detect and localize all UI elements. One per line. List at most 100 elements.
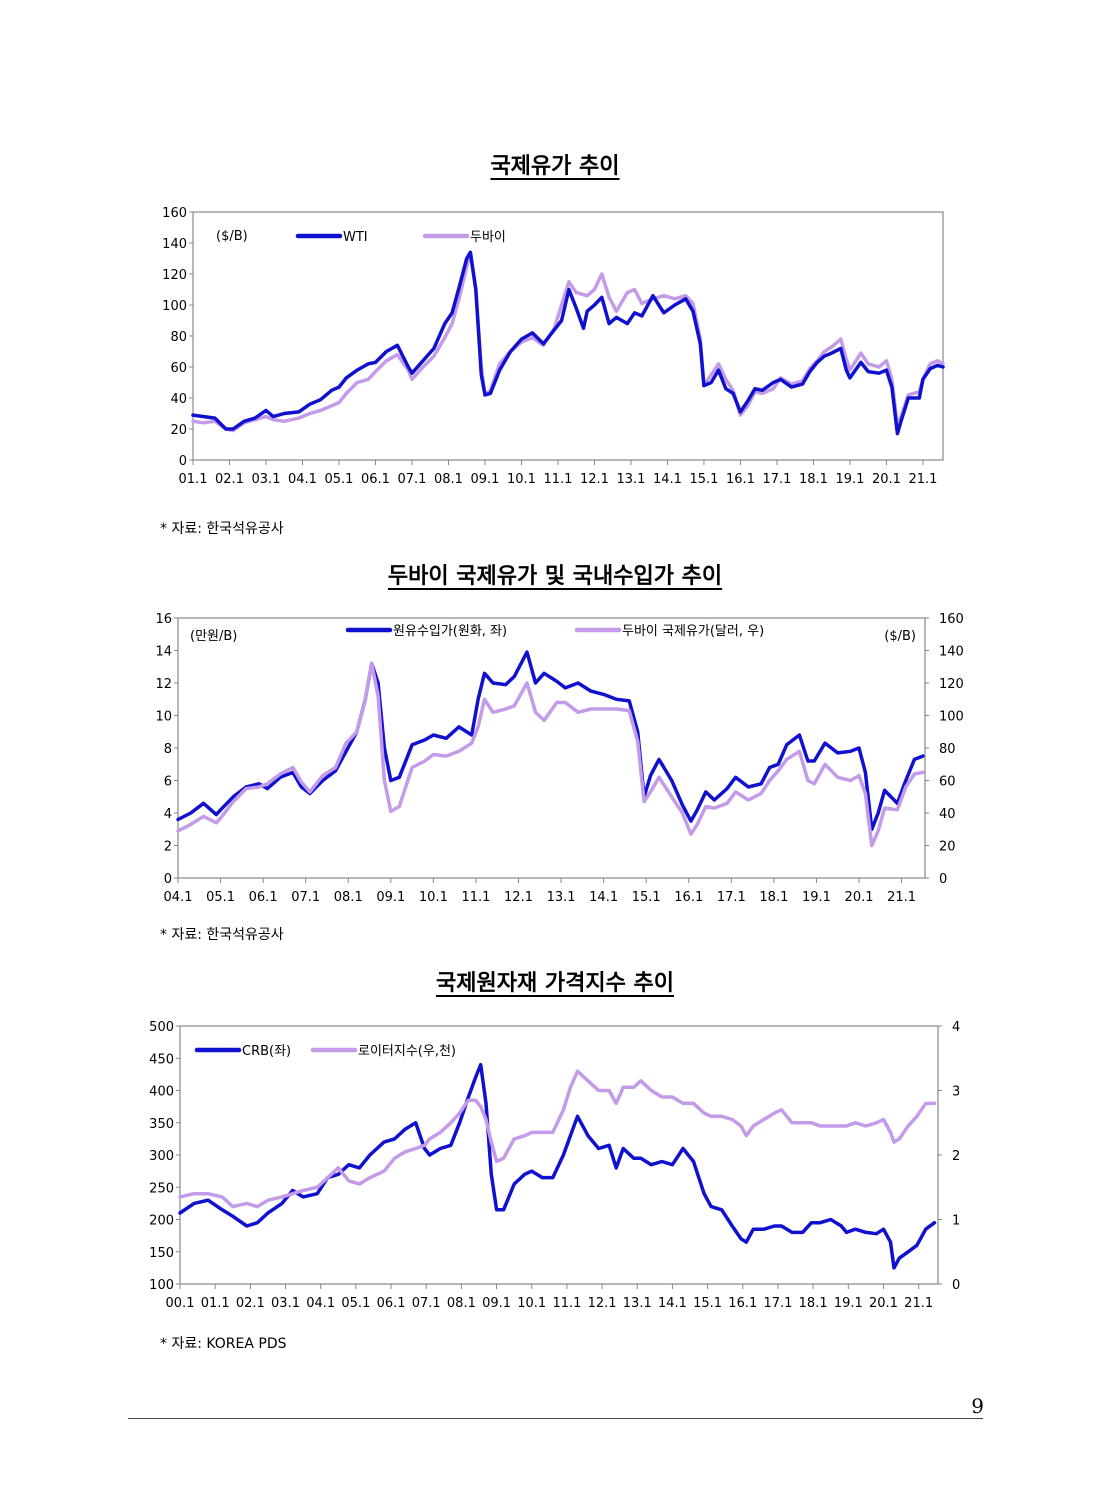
c2-ytick-left: 4 [164,807,172,822]
c3-ytick-right: 2 [952,1149,960,1164]
c3-xtick: 15.1 [693,1296,722,1311]
c3-xtick: 12.1 [588,1296,617,1311]
c2-xtick: 13.1 [547,890,576,905]
c3-xtick: 20.1 [869,1296,898,1311]
c2-ytick-right: 160 [939,612,964,627]
c2-ytick-right: 120 [939,677,964,692]
c1-plot-area [192,211,944,461]
c2-xtick: 10.1 [419,890,448,905]
c2-xtick: 18.1 [759,890,788,905]
c3-legend-label-0: CRB(좌) [242,1044,291,1059]
c3-ytick-right: 1 [952,1214,960,1229]
c3-xtick: 17.1 [763,1296,792,1311]
c2-xtick: 16.1 [674,890,703,905]
c3-series-0-line [178,1062,937,1270]
c1-ytick-left: 100 [162,299,187,314]
c1-xtick: 11.1 [543,472,572,487]
c1-ytick-left: 0 [179,454,187,469]
c2-xtick: 19.1 [802,890,831,905]
c2-xtick: 08.1 [334,890,363,905]
c1-series-1-line [191,250,945,436]
c2-series-0-line [176,650,925,832]
c3-plot-area [179,1025,939,1285]
c3-xtick: 09.1 [482,1296,511,1311]
c3-xtick: 03.1 [271,1296,300,1311]
c1-xtick: 18.1 [799,472,828,487]
c1-xtick: 06.1 [361,472,390,487]
c2-xtick: 15.1 [632,890,661,905]
c1-ytick-left: 20 [170,423,187,438]
c1-xtick: 08.1 [434,472,463,487]
c1-unit-left: ($/B) [216,229,248,244]
c2-xtick: 21.1 [887,890,916,905]
c3-ytick-left: 300 [149,1149,174,1164]
c3-ytick-left: 450 [149,1052,174,1067]
c3-legend-label-1: 로이터지수(우,천) [358,1044,456,1059]
c3-xtick: 01.1 [201,1296,230,1311]
c3-xtick: 21.1 [904,1296,933,1311]
c3-xtick: 14.1 [658,1296,687,1311]
c3-xtick: 11.1 [552,1296,581,1311]
c2-xtick: 06.1 [249,890,278,905]
c2-xtick: 14.1 [589,890,618,905]
c2-xtick: 11.1 [461,890,490,905]
c1-xtick: 01.1 [179,472,208,487]
c1-ytick-left: 40 [170,392,187,407]
c3-ytick-left: 350 [149,1117,174,1132]
c2-ytick-left: 8 [164,742,172,757]
c2-ytick-right: 0 [939,872,947,887]
c1-xtick: 05.1 [325,472,354,487]
c2-ytick-left: 14 [155,645,172,660]
c2-ytick-right: 100 [939,710,964,725]
c1-xtick: 12.1 [580,472,609,487]
c2-ytick-right: 20 [939,840,956,855]
c1-xtick: 03.1 [252,472,281,487]
c2-unit-right: ($/B) [884,629,916,644]
c3-xtick: 16.1 [728,1296,757,1311]
c3-ytick-left: 500 [149,1020,174,1035]
c1-ytick-left: 80 [170,330,187,345]
c2-ytick-left: 0 [164,872,172,887]
page-number: 9 [971,1394,984,1418]
c1-xtick: 07.1 [398,472,427,487]
c2-unit-left: (만원/B) [190,629,237,644]
c1-xtick: 21.1 [908,472,937,487]
c3-xtick: 10.1 [517,1296,546,1311]
c3-xtick: 02.1 [236,1296,265,1311]
c3-series-1-line [178,1069,937,1209]
c1-xtick: 13.1 [616,472,645,487]
c1-xtick: 02.1 [215,472,244,487]
c3-ytick-right: 4 [952,1020,960,1035]
c1-ytick-left: 60 [170,361,187,376]
c1-xtick: 17.1 [762,472,791,487]
c1-legend-label-0: 두바이 [470,230,506,245]
c3-ytick-left: 400 [149,1085,174,1100]
c3-xtick: 04.1 [306,1296,335,1311]
c1-xtick: 16.1 [726,472,755,487]
c2-ytick-left: 16 [155,612,172,627]
c3-xtick: 06.1 [377,1296,406,1311]
c2-xtick: 07.1 [291,890,320,905]
c2-ytick-right: 80 [939,742,956,757]
chart2-source: * 자료: 한국석유공사 [160,927,284,943]
c2-legend-label-1: 두바이 국제유가(달러, 우) [622,624,764,639]
c1-xtick: 19.1 [835,472,864,487]
c1-ytick-left: 120 [162,268,187,283]
chart3-source: * 자료: KOREA PDS [160,1336,287,1352]
c3-xtick: 05.1 [341,1296,370,1311]
c3-ytick-left: 100 [149,1278,174,1293]
c3-xtick: 13.1 [623,1296,652,1311]
c1-xtick: 14.1 [653,472,682,487]
c3-xtick: 08.1 [447,1296,476,1311]
c1-xtick: 04.1 [288,472,317,487]
c3-ytick-left: 150 [149,1246,174,1261]
page-rule [128,1418,983,1419]
c2-ytick-right: 60 [939,775,956,790]
c2-xtick: 17.1 [717,890,746,905]
c3-xtick: 18.1 [799,1296,828,1311]
chart3-title: 국제원자재 가격지수 추이 [436,971,674,996]
c2-xtick: 04.1 [164,890,193,905]
c1-ytick-left: 160 [162,206,187,221]
chart1-title: 국제유가 추이 [490,154,620,179]
